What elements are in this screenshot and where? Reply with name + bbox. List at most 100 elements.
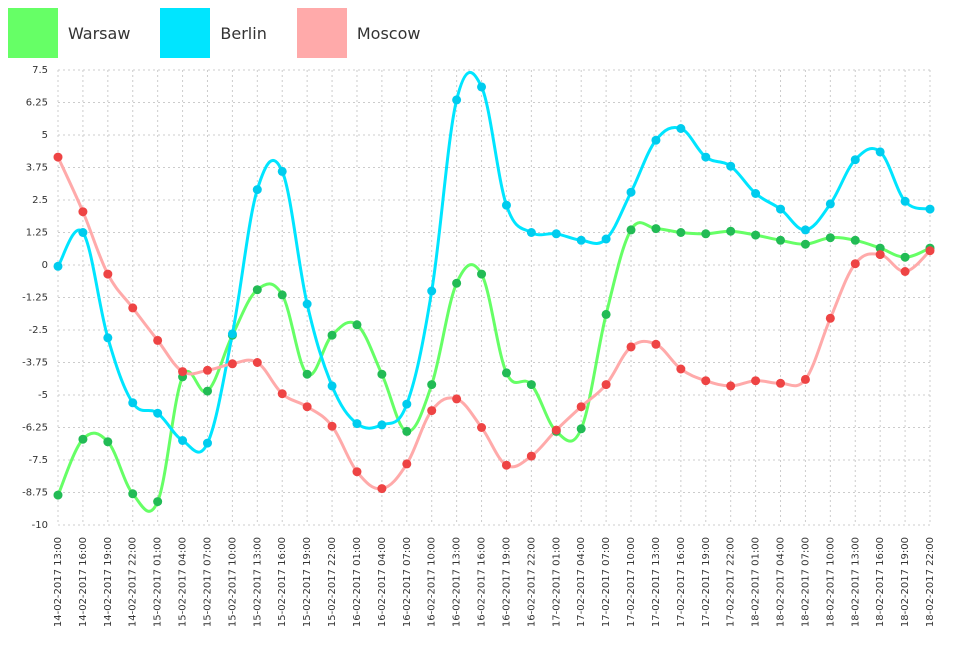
- data-point-moscow[interactable]: [501, 460, 511, 470]
- data-point-berlin[interactable]: [402, 399, 412, 409]
- data-point-moscow[interactable]: [751, 376, 761, 386]
- data-point-moscow[interactable]: [576, 402, 586, 412]
- data-point-moscow[interactable]: [377, 484, 387, 494]
- data-point-berlin[interactable]: [277, 166, 287, 176]
- data-point-berlin[interactable]: [252, 185, 262, 195]
- data-point-moscow[interactable]: [78, 207, 88, 217]
- data-point-berlin[interactable]: [800, 225, 810, 235]
- data-point-warsaw[interactable]: [701, 229, 711, 239]
- data-point-berlin[interactable]: [202, 438, 212, 448]
- data-point-warsaw[interactable]: [776, 235, 786, 245]
- data-point-moscow[interactable]: [402, 459, 412, 469]
- data-point-warsaw[interactable]: [128, 489, 138, 499]
- data-point-berlin[interactable]: [900, 196, 910, 206]
- data-point-berlin[interactable]: [427, 286, 437, 296]
- data-point-berlin[interactable]: [477, 82, 487, 92]
- data-point-warsaw[interactable]: [676, 228, 686, 237]
- data-point-warsaw[interactable]: [277, 290, 287, 300]
- data-point-berlin[interactable]: [825, 199, 835, 209]
- data-point-warsaw[interactable]: [850, 235, 860, 245]
- data-point-berlin[interactable]: [875, 147, 885, 157]
- data-point-moscow[interactable]: [352, 467, 362, 477]
- data-point-berlin[interactable]: [178, 436, 188, 445]
- data-point-moscow[interactable]: [427, 406, 437, 416]
- data-point-warsaw[interactable]: [302, 369, 312, 379]
- data-point-moscow[interactable]: [925, 246, 935, 256]
- data-point-warsaw[interactable]: [452, 278, 462, 288]
- data-point-berlin[interactable]: [302, 299, 312, 309]
- data-point-warsaw[interactable]: [800, 239, 810, 249]
- data-point-berlin[interactable]: [128, 398, 138, 408]
- data-point-berlin[interactable]: [352, 419, 362, 429]
- data-point-moscow[interactable]: [626, 342, 636, 352]
- data-point-moscow[interactable]: [477, 423, 487, 432]
- data-point-berlin[interactable]: [776, 204, 786, 214]
- data-point-warsaw[interactable]: [576, 424, 586, 434]
- data-point-warsaw[interactable]: [377, 369, 387, 379]
- data-point-warsaw[interactable]: [526, 380, 536, 390]
- data-point-moscow[interactable]: [676, 364, 686, 374]
- data-point-berlin[interactable]: [501, 200, 511, 210]
- data-point-warsaw[interactable]: [153, 497, 163, 507]
- data-point-warsaw[interactable]: [427, 380, 437, 390]
- data-point-berlin[interactable]: [626, 187, 636, 197]
- data-point-warsaw[interactable]: [751, 230, 761, 240]
- data-point-berlin[interactable]: [601, 234, 611, 244]
- data-point-moscow[interactable]: [53, 152, 63, 162]
- data-point-warsaw[interactable]: [875, 243, 885, 253]
- data-point-moscow[interactable]: [651, 339, 661, 349]
- data-point-moscow[interactable]: [776, 378, 786, 388]
- data-point-warsaw[interactable]: [825, 233, 835, 243]
- data-point-berlin[interactable]: [78, 228, 88, 237]
- data-point-moscow[interactable]: [601, 380, 611, 390]
- data-point-moscow[interactable]: [153, 335, 163, 345]
- data-point-moscow[interactable]: [452, 394, 462, 404]
- data-point-berlin[interactable]: [850, 155, 860, 165]
- data-point-moscow[interactable]: [302, 402, 312, 412]
- data-point-berlin[interactable]: [153, 408, 163, 418]
- data-point-warsaw[interactable]: [352, 320, 362, 330]
- data-point-moscow[interactable]: [327, 421, 337, 431]
- data-point-berlin[interactable]: [103, 333, 113, 343]
- data-point-warsaw[interactable]: [252, 285, 262, 295]
- data-point-berlin[interactable]: [726, 161, 736, 171]
- data-point-warsaw[interactable]: [726, 226, 736, 236]
- legend-item-warsaw[interactable]: Warsaw: [8, 8, 130, 58]
- data-point-warsaw[interactable]: [651, 224, 661, 234]
- data-point-berlin[interactable]: [526, 228, 536, 237]
- data-point-warsaw[interactable]: [601, 309, 611, 319]
- data-point-moscow[interactable]: [103, 269, 113, 279]
- data-point-warsaw[interactable]: [501, 368, 511, 378]
- data-point-berlin[interactable]: [377, 420, 387, 430]
- data-point-moscow[interactable]: [128, 303, 138, 313]
- data-point-warsaw[interactable]: [477, 269, 487, 279]
- data-point-moscow[interactable]: [825, 313, 835, 323]
- data-point-berlin[interactable]: [925, 204, 935, 214]
- data-point-warsaw[interactable]: [103, 437, 113, 447]
- data-point-moscow[interactable]: [701, 376, 711, 386]
- data-point-berlin[interactable]: [701, 152, 711, 162]
- data-point-warsaw[interactable]: [626, 225, 636, 235]
- data-point-warsaw[interactable]: [402, 426, 412, 436]
- legend-item-moscow[interactable]: Moscow: [296, 8, 420, 58]
- data-point-berlin[interactable]: [751, 189, 761, 198]
- data-point-moscow[interactable]: [726, 381, 736, 391]
- data-point-berlin[interactable]: [327, 381, 337, 391]
- data-point-warsaw[interactable]: [202, 386, 212, 396]
- data-point-berlin[interactable]: [676, 124, 686, 133]
- data-point-berlin[interactable]: [452, 95, 462, 105]
- data-point-berlin[interactable]: [227, 329, 237, 339]
- data-point-moscow[interactable]: [900, 267, 910, 276]
- data-point-berlin[interactable]: [53, 261, 63, 271]
- legend-item-berlin[interactable]: Berlin: [160, 8, 267, 58]
- data-point-moscow[interactable]: [850, 259, 860, 269]
- data-point-warsaw[interactable]: [78, 434, 88, 444]
- data-point-warsaw[interactable]: [53, 490, 63, 500]
- data-point-moscow[interactable]: [551, 425, 561, 435]
- data-point-moscow[interactable]: [227, 359, 237, 369]
- data-point-berlin[interactable]: [576, 235, 586, 245]
- data-point-moscow[interactable]: [277, 389, 287, 399]
- data-point-warsaw[interactable]: [327, 330, 337, 340]
- data-point-moscow[interactable]: [178, 367, 188, 377]
- data-point-berlin[interactable]: [551, 229, 561, 239]
